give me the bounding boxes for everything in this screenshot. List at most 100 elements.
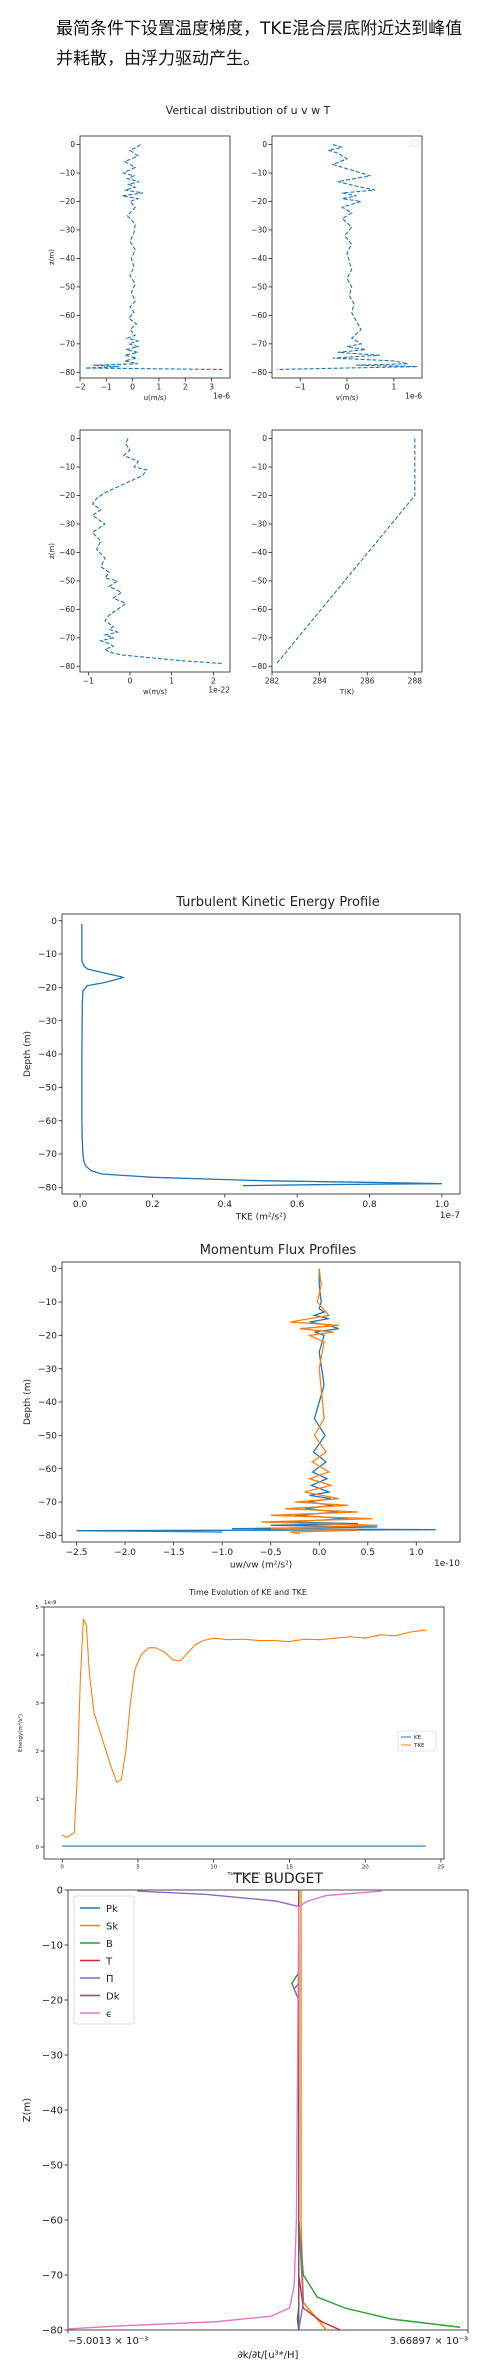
- x-tick-label: −0.5: [260, 1548, 282, 1558]
- tke-profile-figure: Turbulent Kinetic Energy Profile 0.0 0.2 0…: [23, 895, 461, 1223]
- y-tick-label: 0: [57, 1886, 63, 1897]
- y-axis-label: Depth (m): [23, 1379, 33, 1425]
- y-tick-label: −80: [38, 1183, 57, 1193]
- x-axis-label: uw/vw (m²/s²): [230, 1561, 292, 1571]
- y-tick-label: 3: [36, 1701, 40, 1707]
- y-tick-label: −70: [251, 633, 267, 642]
- y-tick-label: −50: [38, 1083, 57, 1093]
- chart-title: Time Evolution of KE and TKE: [188, 1588, 307, 1597]
- y-tick-label: −70: [42, 2271, 63, 2282]
- x-tick-label: 2: [211, 677, 216, 686]
- y-tick-label: −30: [38, 1017, 57, 1027]
- y-tick-label: −50: [42, 2161, 63, 2172]
- y-tick-label: −10: [59, 169, 75, 178]
- y-tick-label: −10: [59, 463, 75, 472]
- y-tick-label: −60: [251, 605, 267, 614]
- y-tick-label: −50: [251, 283, 267, 292]
- y-axis-label: Z(m): [22, 2098, 33, 2122]
- y-tick-label: −20: [59, 491, 75, 500]
- y-tick-label: 0: [70, 140, 75, 149]
- x-tick-label: 1.0: [409, 1548, 424, 1558]
- legend-label: T: [105, 1957, 113, 1968]
- plot-frame: [61, 913, 461, 1195]
- y-tick-label: −60: [38, 1465, 57, 1475]
- legend-box: [73, 1895, 135, 2025]
- y-tick-label: 5: [36, 1605, 40, 1611]
- y-tick-label: −30: [59, 226, 75, 235]
- y-tick-label: 0: [36, 1845, 40, 1851]
- y-tick-label: −50: [59, 283, 75, 292]
- y-tick-label: 0: [51, 1265, 57, 1275]
- x-tick-label: −1: [101, 383, 112, 392]
- x-tick-label: 10: [210, 1865, 217, 1871]
- axis-offset-text: 1e-6: [213, 392, 230, 401]
- y-tick-label: −40: [38, 1398, 57, 1408]
- legend-label: Sk: [106, 1922, 118, 1933]
- energy-line-TKE: [61, 1618, 426, 1839]
- x-tick-label: −2: [74, 383, 85, 392]
- y-tick-label: −10: [251, 169, 267, 178]
- plot-frame: [271, 429, 423, 673]
- chart-title: Momentum Flux Profiles: [200, 1243, 357, 1258]
- x-tick-label: 0.0: [312, 1548, 327, 1558]
- y-axis-label: Depth (m): [23, 1031, 33, 1077]
- y-tick-label: −40: [59, 254, 75, 263]
- x-tick-label: 0.0: [73, 1200, 88, 1210]
- y-tick-label: 0: [262, 434, 267, 443]
- y-tick-label: −70: [251, 339, 267, 348]
- plot-frame: [271, 135, 423, 379]
- plot-frame: [61, 1261, 461, 1543]
- y-tick-label: −80: [251, 368, 267, 377]
- momentum-flux-figure: Momentum Flux Profiles −2.5 −2.0 −1.5 −1.0 −…: [23, 1243, 461, 1571]
- axis-offset-text: 1e-10: [434, 1559, 460, 1569]
- legend-label: Π: [106, 1974, 114, 1985]
- y-tick-label: −30: [251, 226, 267, 235]
- x-tick-label: 2: [183, 383, 188, 392]
- x-axis-label: w(m/s): [143, 688, 167, 696]
- y-tick-label: 1: [36, 1797, 40, 1803]
- x-axis-label: TKE (m²/s²): [235, 1213, 287, 1223]
- series-line-v: [276, 144, 418, 371]
- y-axis-label: z(m): [48, 543, 56, 559]
- y-tick-label: −80: [59, 368, 75, 377]
- y-tick-label: −50: [38, 1431, 57, 1441]
- x-tick-label: −2.0: [114, 1548, 136, 1558]
- legend-label: B: [106, 1939, 113, 1950]
- series-line-w: [91, 438, 222, 665]
- x-tick-label: 20: [362, 1865, 369, 1871]
- x-tick-label: 284: [312, 677, 327, 686]
- time-evolution-figure: Time Evolution of KE and TKE 0 5 10 15 20 250…: [17, 1588, 445, 1875]
- y-tick-label: −80: [38, 1531, 57, 1541]
- x-tick-label: −1: [295, 383, 306, 392]
- budget-line: [291, 1890, 461, 2328]
- uvwt-figure: Vertical distribution of u v w T −2 −1 0 1 2…: [48, 104, 423, 696]
- y-tick-label: −20: [38, 1331, 57, 1341]
- x-tick-label: 288: [408, 677, 423, 686]
- y-tick-label: −70: [38, 1498, 57, 1508]
- x-tick-label: 0: [130, 383, 135, 392]
- y-tick-label: −40: [251, 548, 267, 557]
- y-tick-label: 4: [36, 1653, 40, 1659]
- y-tick-label: −20: [59, 197, 75, 206]
- y-tick-label: −40: [42, 2106, 63, 2117]
- budget-line: [137, 1890, 305, 2331]
- x-tick-label: −2.5: [66, 1548, 88, 1558]
- y-tick-label: 0: [51, 917, 57, 927]
- y-tick-label: −40: [38, 1050, 57, 1060]
- legend-label: ϵ: [106, 2009, 112, 2020]
- intro-text: 最简条件下设置温度梯度，TKE混合层底附近达到峰值并耗散，由浮力驱动产生。: [56, 19, 463, 69]
- x-tick-label: 3.66897 × 10⁻³: [390, 2336, 468, 2347]
- x-tick-label: 25: [437, 1865, 444, 1871]
- x-axis-label: ∂k/∂t/[u³*/H]: [238, 2350, 299, 2361]
- x-axis-label: T(K): [339, 688, 355, 696]
- axis-offset-text: 1e-7: [440, 1211, 460, 1221]
- y-tick-label: −70: [38, 1150, 57, 1160]
- x-tick-label: −1.0: [211, 1548, 233, 1558]
- legend-box: [397, 1730, 437, 1752]
- y-tick-label: −20: [42, 1996, 63, 2007]
- x-tick-label: −5.0013 × 10⁻³: [68, 2336, 148, 2347]
- x-tick-label: −1: [83, 677, 94, 686]
- y-tick-label: −80: [59, 662, 75, 671]
- x-tick-label: 0.6: [290, 1200, 305, 1210]
- x-axis-label: Time(hours): [226, 1872, 260, 1875]
